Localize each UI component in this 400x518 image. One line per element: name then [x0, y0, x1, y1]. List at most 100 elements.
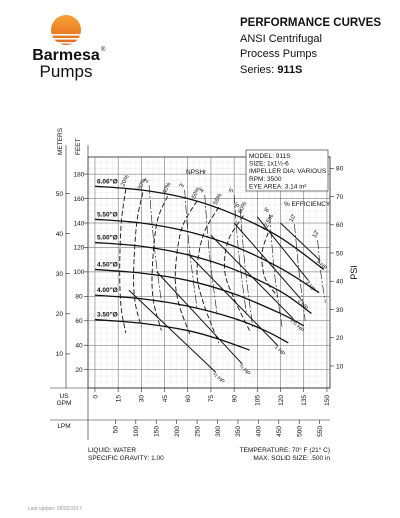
x-axis-label: GPM — [57, 400, 72, 407]
npsh-curve — [317, 240, 326, 303]
footer-right: TEMPERATURE: 70° F (21° C) — [240, 446, 330, 454]
footer-left: LIQUID: WATER — [88, 447, 136, 454]
x-tick-label: 45 — [162, 395, 169, 403]
x2-tick-label: 250 — [194, 426, 201, 437]
logo-stripe — [50, 42, 82, 44]
y3-axis-label: METERS — [57, 127, 64, 155]
chart: 0 15 30 45 60 75 90 105 120 135 150 20 40 60 80 100 120 1… — [50, 127, 359, 440]
y-tick-label: 120 — [74, 245, 85, 252]
y-tick-label: 80 — [75, 294, 83, 301]
hp-line — [187, 253, 278, 346]
y-tick-label: 140 — [74, 220, 85, 227]
y3-tick-label: 50 — [56, 191, 64, 198]
head-curve — [94, 241, 312, 314]
x-tick-label: 30 — [139, 395, 146, 403]
x2-tick-label: 450 — [276, 426, 283, 437]
hp-line — [128, 289, 216, 373]
y2-tick-label: 70 — [336, 194, 344, 201]
footer: LIQUID: WATER SPECIFIC GRAVITY: 1.00 TEM… — [28, 446, 330, 512]
x2-tick-label: 100 — [133, 426, 140, 437]
npsh-curve — [233, 194, 247, 315]
x-tick-label: 15 — [115, 395, 122, 403]
curve-label: 4.00"Ø — [97, 287, 118, 294]
efficiency-curve — [261, 232, 278, 297]
efficiency-label: 55% — [213, 192, 224, 206]
info-row: EYE AREA: 3.14 in² — [249, 183, 307, 190]
head-curve — [94, 268, 305, 327]
npsh-curve — [269, 214, 283, 327]
y2-tick-label: 40 — [336, 279, 344, 286]
y-tick-label: 180 — [74, 171, 85, 178]
y2-tick-label: 60 — [336, 222, 344, 229]
npsh-title: NPSHr — [186, 169, 207, 176]
curve-label: 5.00"Ø — [97, 235, 118, 242]
brand: Barmesa — [32, 47, 100, 64]
series-label: Series: — [240, 64, 274, 76]
y3-tick-label: 30 — [56, 271, 64, 278]
x-tick-label: 75 — [208, 395, 215, 403]
header: PERFORMANCE CURVES ANSI Centrifugal Proc… — [240, 17, 381, 76]
y2-tick-label: 20 — [336, 335, 344, 342]
efficiency-label: 20% — [120, 174, 131, 188]
efficiency-label: 40% — [162, 181, 173, 195]
curve-label: 3.50"Ø — [97, 312, 118, 319]
y2-tick-label: 30 — [336, 307, 344, 314]
npsh-curve — [184, 189, 198, 309]
curve-label: 5.50"Ø — [97, 211, 118, 218]
x2-tick-label: 200 — [174, 426, 181, 437]
header-line: Process Pumps — [240, 48, 318, 60]
x2-tick-label: 550 — [317, 426, 324, 437]
logo-stripe — [50, 38, 82, 40]
info-row: MODEL: 911S — [249, 153, 291, 160]
npsh-curve — [294, 224, 306, 321]
efficiency-label: 30% — [137, 177, 148, 191]
efficiency-label: 50% — [191, 186, 202, 200]
x-tick-label: 90 — [231, 395, 238, 403]
curve-label: 4.50"Ø — [97, 261, 118, 268]
efficiency-curve — [196, 206, 220, 343]
npsh-label: 3' — [179, 182, 186, 189]
x-tick-label: 60 — [185, 395, 192, 403]
footer-right: MAX. SOLID SIZE: .500 in — [253, 455, 330, 462]
npsh-label: 6' — [235, 202, 242, 209]
x2-tick-label: 150 — [154, 426, 161, 437]
x2-tick-label: 350 — [235, 426, 242, 437]
head-curve — [94, 318, 250, 351]
x-tick-label: 105 — [255, 395, 262, 406]
y-tick-label: 160 — [74, 196, 85, 203]
hp-line — [210, 234, 294, 319]
npsh-label: 2' — [143, 177, 150, 184]
info-row: SIZE: 1x1½-6 — [249, 160, 289, 168]
npsh-curve — [148, 185, 162, 303]
npsh-label: 12' — [312, 229, 321, 239]
info-row: RPM: 3500 — [249, 176, 282, 183]
efficiency-curve — [174, 200, 198, 337]
npsh-label: 5' — [229, 187, 236, 194]
info-box — [245, 149, 329, 192]
y-tick-label: 40 — [75, 343, 83, 350]
y-tick-label: 100 — [74, 269, 85, 276]
hp-line — [256, 216, 309, 281]
x2-tick-label: 50 — [113, 426, 120, 434]
x2-tick-label: 400 — [256, 426, 263, 437]
efficiency-label: 60% — [238, 200, 249, 214]
hp-line — [233, 222, 301, 300]
y3-tick-label: 40 — [56, 231, 64, 238]
last-update: Last update: 06/02/2017 — [28, 506, 82, 512]
x-axis-label: US — [59, 393, 69, 400]
y2-axis-label: PSI — [349, 265, 359, 280]
brand-sub: Pumps — [40, 62, 93, 81]
npsh-label: 4' — [199, 187, 206, 194]
npsh-curve — [204, 194, 218, 315]
y3-tick-label: 10 — [56, 351, 64, 358]
y2-tick-label: 10 — [336, 363, 344, 370]
x-tick-label: 150 — [324, 395, 331, 406]
hp-line — [156, 271, 243, 364]
hp-line — [280, 222, 320, 261]
x2-tick-label: 500 — [297, 426, 304, 437]
head-curve — [94, 185, 325, 270]
x-tick-label: 120 — [278, 395, 285, 406]
info-row: IMPELLER DIA: VARIOUS — [249, 168, 327, 175]
brand-mark: ® — [101, 46, 106, 53]
